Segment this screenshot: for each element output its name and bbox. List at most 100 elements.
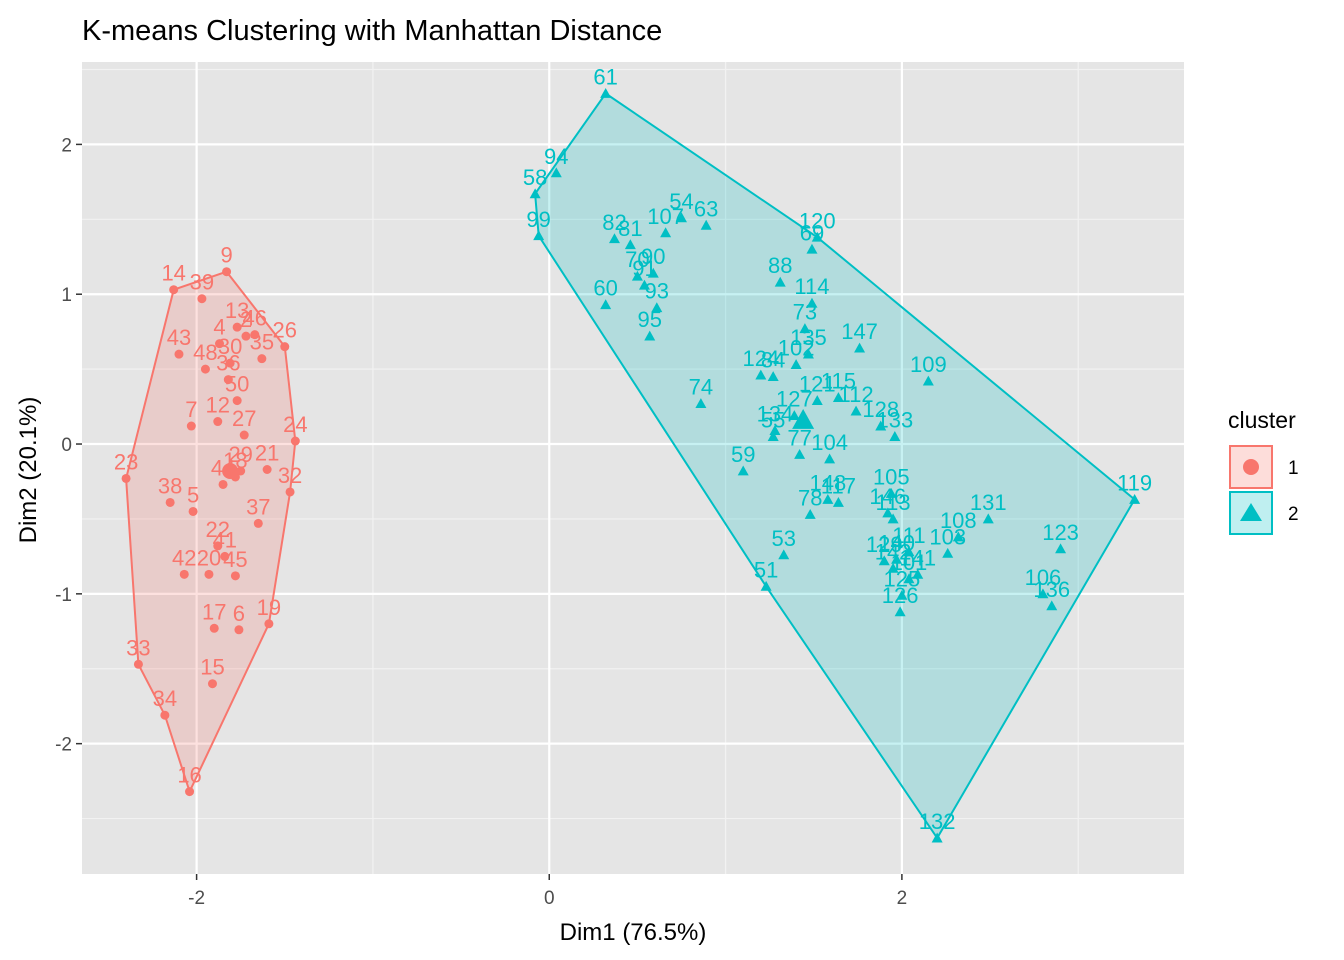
point-label: 32: [278, 463, 302, 488]
point-label: 35: [250, 330, 274, 355]
cluster-2-point: [806, 243, 818, 254]
cluster-2-point: [811, 231, 823, 242]
cluster-2-point: [903, 546, 915, 557]
grid-minor: [82, 62, 1184, 874]
point-label: 27: [232, 406, 256, 431]
cluster-2-point: [631, 270, 643, 281]
cluster-1-point: [204, 569, 214, 579]
cluster-2-point: [1129, 493, 1141, 504]
point-label: 46: [243, 306, 267, 331]
cluster-2-point: [533, 230, 545, 241]
cluster-1-point: [290, 436, 300, 446]
point-label: 114: [794, 274, 829, 299]
cluster-1-point: [234, 625, 244, 635]
cluster-2-point: [887, 562, 899, 573]
cluster-1-centroid: [222, 462, 239, 479]
point-label: 73: [793, 300, 817, 325]
point-label: 5: [187, 482, 199, 507]
cluster-2-point: [600, 87, 612, 98]
point-label: 20: [197, 545, 221, 570]
cluster-1-point: [220, 551, 230, 561]
point-label: 104: [811, 430, 848, 455]
cluster-1-point: [222, 267, 232, 277]
point-label: 33: [126, 635, 150, 660]
cluster-2-point: [778, 549, 790, 560]
legend-circle-icon: [1243, 459, 1259, 475]
cluster-2-point: [1055, 543, 1067, 554]
cluster-2-point: [887, 513, 899, 524]
cluster-2-point: [660, 227, 672, 238]
point-label: 84: [761, 348, 785, 373]
cluster-1-point: [213, 417, 223, 427]
cluster-2-point: [894, 606, 906, 617]
point-label: 45: [223, 547, 247, 572]
point-label: 105: [873, 464, 910, 489]
x-tick-label: 0: [544, 888, 555, 909]
cluster-2-point: [529, 188, 541, 199]
cluster-1-point: [232, 322, 242, 332]
point-label: 16: [177, 763, 201, 788]
point-label: 124: [742, 346, 779, 371]
point-label: 60: [593, 276, 617, 301]
point-label: 82: [602, 210, 626, 235]
cluster-2-point: [767, 431, 779, 441]
point-label: 4: [213, 315, 225, 340]
cluster-1-point: [236, 466, 246, 476]
x-tick-label: -2: [188, 888, 205, 909]
cluster-2-point: [854, 342, 866, 353]
cluster-1-point: [253, 518, 263, 528]
cluster-2-hull: [534, 92, 1136, 840]
y-axis-ticks: -2 -1 0 1 2: [55, 135, 82, 756]
point-label: 24: [283, 412, 307, 437]
point-label: 111: [892, 523, 925, 548]
point-label: 132: [919, 809, 956, 834]
point-label: 147: [841, 319, 878, 344]
y-tick-label: -2: [55, 735, 72, 756]
cluster-1-point: [186, 421, 196, 431]
cluster-1-point: [257, 354, 267, 364]
cluster-2-point: [952, 531, 964, 542]
point-label: 142: [875, 539, 912, 564]
cluster-1-point: [280, 342, 290, 352]
point-label: 146: [869, 484, 906, 509]
chart-title: K-means Clustering with Manhattan Distan…: [82, 15, 662, 47]
cluster-points: [121, 87, 1141, 843]
point-label: 95: [638, 307, 662, 332]
cluster-1-point: [133, 659, 143, 669]
point-label: 113: [876, 490, 911, 515]
point-label: 22: [206, 517, 230, 542]
cluster-1-point: [197, 294, 207, 304]
point-label: 55: [761, 408, 785, 433]
legend-label-1: 1: [1288, 458, 1299, 479]
cluster-2-point: [600, 299, 612, 310]
cluster-1-point: [250, 330, 260, 340]
point-label: 120: [799, 208, 836, 233]
point-label: 51: [754, 557, 778, 582]
point-label: 128: [862, 397, 899, 422]
point-label: 108: [940, 508, 977, 533]
point-label: 74: [689, 375, 713, 400]
point-label: 38: [158, 473, 182, 498]
point-label: 112: [839, 382, 874, 407]
point-label: 53: [772, 526, 796, 551]
cluster-1-point: [121, 473, 131, 483]
y-tick-label: 0: [61, 435, 72, 456]
point-label: 63: [694, 196, 718, 221]
cluster-1-point: [209, 623, 219, 633]
x-tick-label: 2: [897, 888, 908, 909]
cluster-1-point: [285, 487, 295, 497]
x-axis-label: Dim1 (76.5%): [560, 919, 707, 946]
point-label: 136: [1033, 577, 1070, 602]
cluster-1-point: [165, 497, 175, 507]
point-label: 70: [625, 247, 649, 272]
cluster-2-point: [875, 420, 887, 431]
cluster-2-point: [767, 371, 779, 382]
point-label: 14: [161, 261, 185, 286]
legend-triangle-icon: [1240, 503, 1262, 521]
point-label: 9: [220, 243, 232, 268]
cluster-1-point: [232, 396, 242, 406]
point-label: 77: [787, 426, 811, 451]
point-label: 126: [882, 583, 919, 608]
